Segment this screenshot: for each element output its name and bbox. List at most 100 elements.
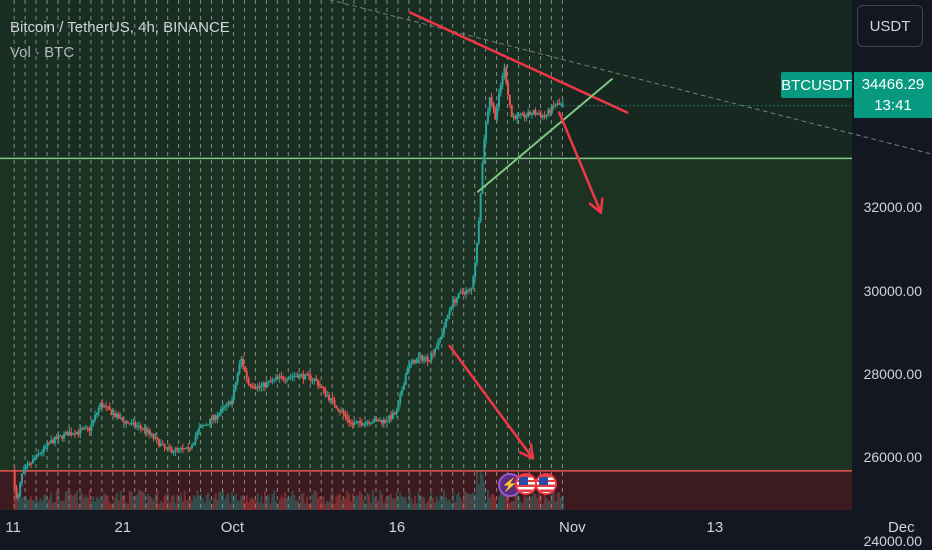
down-arrow-lower-head <box>529 443 535 460</box>
candle-body <box>454 299 457 303</box>
candle-body <box>441 333 444 337</box>
volume-bar <box>211 503 214 510</box>
candle-body <box>488 97 491 112</box>
volume-bar <box>274 500 277 510</box>
candle-body <box>221 407 224 409</box>
volume-bar <box>189 496 192 510</box>
volume-bar <box>170 495 173 510</box>
volume-bar <box>168 502 171 510</box>
volume-bar <box>134 497 137 510</box>
candle-body <box>505 67 508 84</box>
volume-bar <box>254 501 257 510</box>
volume-bar <box>539 495 542 510</box>
volume-bar <box>163 495 166 510</box>
candle-body <box>351 422 354 426</box>
volume-bar <box>366 492 369 510</box>
volume-bar <box>125 502 128 510</box>
volume-bar <box>413 495 416 510</box>
volume-bar <box>139 490 142 510</box>
volume-bar <box>178 496 181 510</box>
candle-body <box>44 446 47 448</box>
volume-bar <box>315 491 318 510</box>
candle-body <box>340 411 343 413</box>
currency-button[interactable]: USDT <box>857 5 923 47</box>
candle-body <box>432 353 435 355</box>
candle-body <box>496 107 499 120</box>
volume-bar <box>216 499 219 510</box>
volume-bar <box>106 495 109 510</box>
candle-body <box>278 376 281 379</box>
volume-indicator-title[interactable]: Vol · BTC <box>10 44 75 61</box>
candle-body <box>459 291 462 294</box>
volume-bar <box>117 500 120 510</box>
volume-bar <box>384 499 387 510</box>
volume-bar <box>423 496 426 510</box>
volume-bar <box>114 497 117 510</box>
candle-body <box>444 318 447 327</box>
volume-bar <box>37 501 40 510</box>
candle-body <box>37 453 40 455</box>
us-flag-event-icon[interactable] <box>515 473 537 495</box>
symbol-title[interactable]: Bitcoin / TetherUS, 4h, BINANCE <box>10 19 230 36</box>
last-price-value: 34466.29 <box>861 76 925 93</box>
candle-body <box>296 375 299 378</box>
volume-bar <box>84 495 87 510</box>
candle-body <box>231 399 234 405</box>
drawing-lines <box>328 0 932 460</box>
volume-bar <box>313 490 316 510</box>
candle-body <box>92 419 95 425</box>
candle-body <box>472 276 475 289</box>
volume-bar <box>492 493 495 510</box>
volume-bar <box>77 503 80 510</box>
volume-bar <box>101 500 104 510</box>
candle-body <box>90 424 93 431</box>
us-flag-event-icon[interactable] <box>535 473 557 495</box>
candle-body <box>419 355 422 358</box>
candle-body <box>399 394 402 403</box>
volume-bar <box>311 494 314 510</box>
volume-bar <box>402 496 405 510</box>
volume-bar <box>426 501 429 510</box>
volume-bar <box>86 498 89 510</box>
candle-body <box>274 377 277 380</box>
volume-bar <box>174 503 177 510</box>
candle-body <box>359 421 362 423</box>
volume-bar <box>165 493 168 510</box>
candle-body <box>161 443 164 445</box>
volume-bar <box>92 496 95 510</box>
volume-bar <box>218 491 221 510</box>
volume-bar <box>97 498 100 510</box>
volume-bar <box>448 499 451 510</box>
volume-bar <box>318 496 321 510</box>
volume-bar <box>386 496 389 510</box>
candle-body <box>413 360 416 364</box>
volume-bar <box>159 501 162 510</box>
volume-bar <box>505 490 508 510</box>
candle-body <box>552 105 555 107</box>
candle-body <box>536 113 539 115</box>
volume-bar <box>231 492 234 510</box>
candle-body <box>137 425 140 427</box>
candle-body <box>167 447 170 449</box>
candle-body <box>19 482 22 496</box>
candle-body <box>508 94 511 106</box>
candle-body <box>486 111 489 123</box>
volume-bar <box>287 498 290 510</box>
candle-body <box>289 376 292 378</box>
volume-bar <box>68 491 71 510</box>
volume-bar <box>258 502 261 510</box>
candle-body <box>198 427 201 432</box>
candle-body <box>315 378 318 381</box>
volume-bar <box>119 491 122 510</box>
candle-body <box>172 451 175 453</box>
volume-bar <box>406 503 409 510</box>
volume-bar <box>15 493 18 510</box>
candle-body <box>236 373 239 383</box>
volume-bar <box>329 493 332 510</box>
volume-bar <box>48 498 51 510</box>
volume-bar <box>494 497 497 510</box>
volume-bar <box>115 493 118 510</box>
candle-body <box>556 103 559 105</box>
candle-body <box>196 431 199 437</box>
